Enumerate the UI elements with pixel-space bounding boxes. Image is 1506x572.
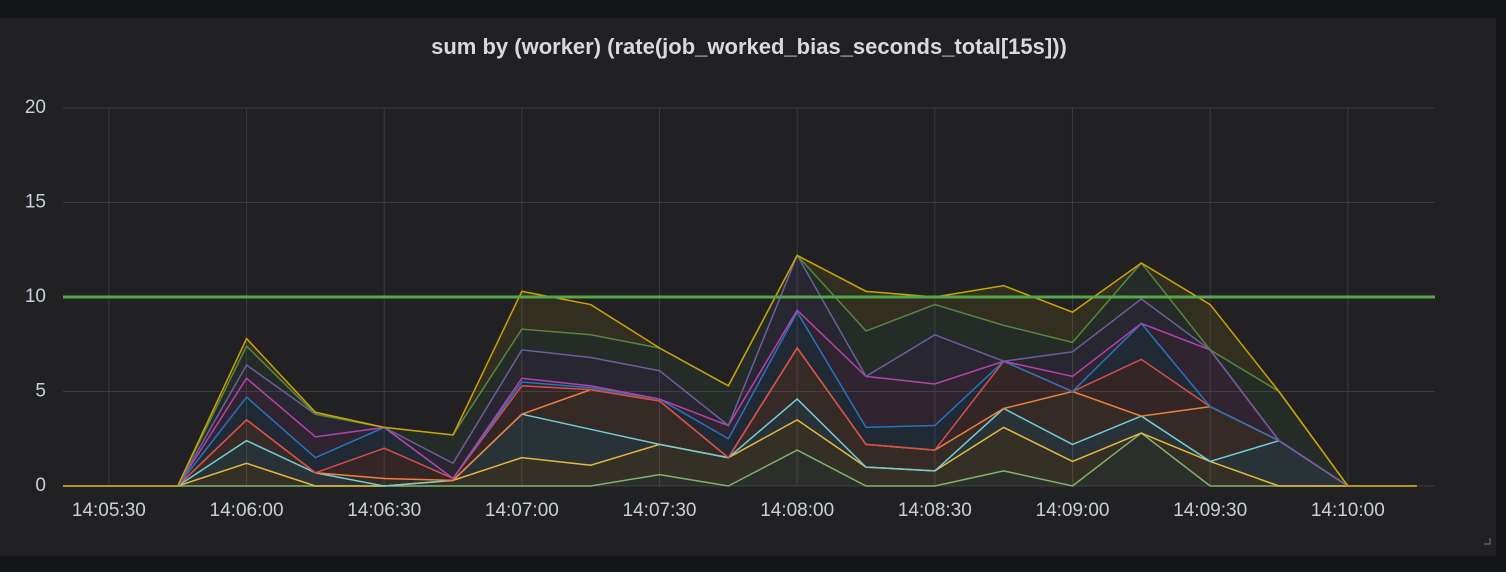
x-tick-label: 14:08:00 xyxy=(760,500,834,521)
series-area xyxy=(63,419,1417,486)
x-tick-label: 14:06:30 xyxy=(347,500,421,521)
series-area xyxy=(63,433,1417,486)
series-line xyxy=(63,346,1417,487)
x-tick-label: 14:09:00 xyxy=(1036,500,1110,521)
series-area xyxy=(63,399,1417,486)
series-line xyxy=(63,254,1417,487)
series-line xyxy=(63,310,1417,487)
x-tick-label: 14:10:00 xyxy=(1311,500,1385,521)
series-line xyxy=(63,432,1417,487)
x-tick-label: 14:05:30 xyxy=(72,500,146,521)
series-area xyxy=(63,312,1417,486)
series-area xyxy=(63,255,1417,486)
x-tick-label: 14:07:30 xyxy=(623,500,697,521)
series-line xyxy=(63,253,1417,487)
series-area xyxy=(63,255,1417,486)
y-tick-label: 10 xyxy=(25,286,46,307)
x-tick-label: 14:06:00 xyxy=(210,500,284,521)
series-area xyxy=(63,348,1417,486)
x-tick-label: 14:09:30 xyxy=(1173,500,1247,521)
x-tick-label: 14:07:00 xyxy=(485,500,559,521)
y-tick-label: 15 xyxy=(25,192,46,213)
y-tick-label: 0 xyxy=(35,475,46,496)
y-tick-label: 5 xyxy=(35,381,46,402)
y-tick-label: 20 xyxy=(25,97,46,118)
x-tick-label: 14:08:30 xyxy=(898,500,972,521)
panel-title[interactable]: sum by (worker) (rate(job_worked_bias_se… xyxy=(431,34,1067,59)
resize-handle[interactable] xyxy=(1484,538,1491,545)
